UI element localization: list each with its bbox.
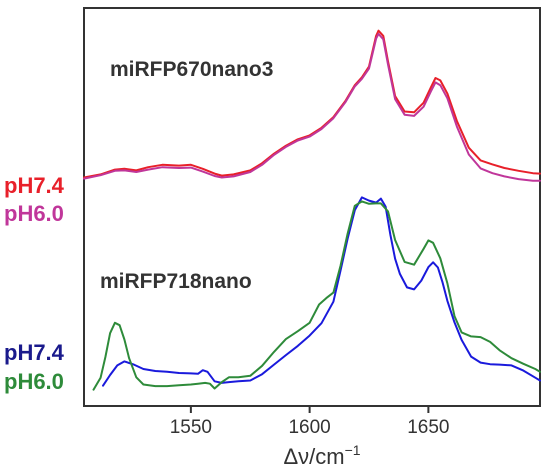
plot-frame bbox=[83, 7, 541, 407]
legend-label-top-ph60: pH6.0 bbox=[4, 201, 64, 226]
series-layer bbox=[83, 29, 541, 391]
x-axis-title-text: Δν/cm bbox=[283, 444, 344, 469]
series-line-bottom-ph74 bbox=[102, 196, 541, 387]
legend-label-top-ph74: pH7.4 bbox=[4, 173, 65, 198]
x-tick-label-1600: 1600 bbox=[288, 417, 330, 438]
x-tick-label-1650: 1650 bbox=[407, 417, 449, 438]
series-line-top-ph74 bbox=[83, 29, 541, 179]
x-axis-title: Δν/cm−1 bbox=[283, 442, 360, 469]
series-line-bottom-ph60 bbox=[92, 200, 541, 391]
panel-label-top: miRFP670nano3 bbox=[110, 58, 273, 81]
x-axis: 1550 1600 1650 bbox=[170, 406, 450, 438]
legend-label-bottom-ph74: pH7.4 bbox=[4, 340, 65, 365]
legend-label-bottom-ph60: pH6.0 bbox=[4, 369, 64, 394]
series-line-top-ph60 bbox=[83, 32, 541, 182]
x-axis-title-superscript: −1 bbox=[345, 442, 361, 458]
x-tick-label-1550: 1550 bbox=[170, 417, 212, 438]
panel-label-bottom: miRFP718nano bbox=[100, 270, 252, 293]
